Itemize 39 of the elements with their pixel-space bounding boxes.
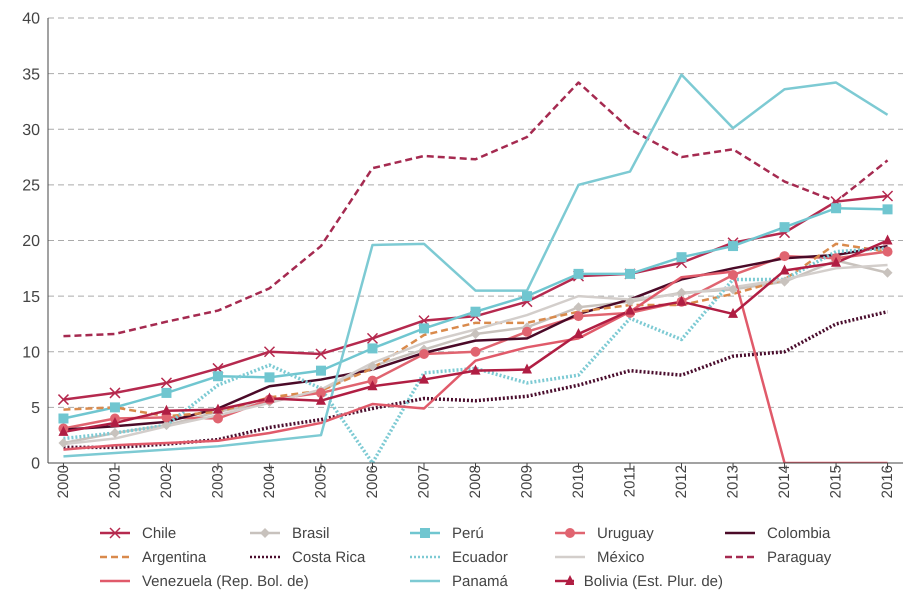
legend-label: Panamá <box>452 572 508 590</box>
legend-label: Brasil <box>292 524 330 542</box>
x-tick-label: 2003 <box>210 465 227 498</box>
y-tick-label: 5 <box>31 400 40 418</box>
x-tick-label: 2010 <box>570 465 588 498</box>
y-tick-label: 0 <box>31 456 40 473</box>
legend-label: Colombia <box>767 524 830 542</box>
legend-label: Paraguay <box>767 548 832 566</box>
legend-label: Ecuador <box>452 548 508 566</box>
x-tick-label: 2006 <box>364 465 382 498</box>
legend-label: Argentina <box>142 548 206 566</box>
x-tick-label: 2002 <box>158 465 176 498</box>
x-tick-label: 2013 <box>724 465 742 498</box>
x-tick-label: 2009 <box>518 465 536 498</box>
y-tick-label: 40 <box>22 10 40 28</box>
y-tick-label: 25 <box>22 178 40 195</box>
x-tick-label: 2015 <box>828 465 845 498</box>
x-tick-label: 2014 <box>776 465 794 498</box>
x-tick-label: 2012 <box>673 465 690 498</box>
x-tick-label: 2007 <box>416 465 433 498</box>
x-tick-label: 2011 <box>622 465 639 498</box>
x-tick-label: 2004 <box>261 465 278 498</box>
y-tick-label: 35 <box>22 66 40 84</box>
y-tick-label: 30 <box>22 122 40 139</box>
x-tick-label: 2000 <box>55 465 72 498</box>
legend-label: Bolivia (Est. Plur. de) <box>584 572 723 590</box>
x-tick-label: 2005 <box>312 465 330 498</box>
legend-label: México <box>597 548 645 566</box>
x-tick-label: 2016 <box>879 465 896 498</box>
legend-label: Chile <box>142 524 176 542</box>
legend-label: Perú <box>452 524 484 542</box>
y-tick-label: 15 <box>22 288 40 306</box>
legend-label: Costa Rica <box>292 548 366 566</box>
legend-label: Uruguay <box>597 524 654 542</box>
x-tick-label: 2001 <box>106 465 124 498</box>
y-tick-label: 10 <box>22 344 40 362</box>
y-tick-label: 20 <box>22 233 40 250</box>
x-tick-label: 2008 <box>467 465 484 498</box>
legend-label: Venezuela (Rep. Bol. de) <box>142 572 309 590</box>
